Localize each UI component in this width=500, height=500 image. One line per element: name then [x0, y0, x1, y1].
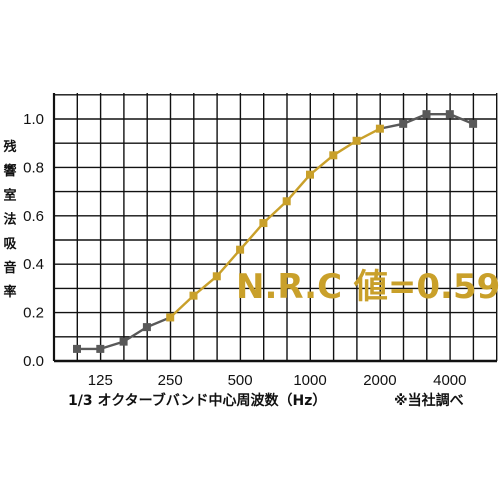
data-point — [236, 245, 245, 254]
data-point — [282, 197, 291, 206]
data-point — [306, 170, 314, 179]
series-lines — [77, 112, 474, 351]
data-point — [422, 110, 431, 119]
y-tick-label: 0.2 — [23, 305, 44, 322]
series-segment — [285, 173, 311, 203]
x-tick-label: 125 — [88, 372, 113, 389]
source-note: ※当社調べ — [394, 392, 464, 409]
data-point — [189, 291, 198, 300]
x-axis-label: 1/3 オクターブバンド中心周波数（Hz） — [68, 392, 326, 409]
y-tick-label: 0.0 — [23, 353, 44, 370]
nrc-annotation: N.R.C 値=0.59 — [236, 267, 500, 307]
data-point — [375, 124, 384, 133]
x-tick-label: 2000 — [363, 372, 396, 389]
y-tick-label: 0.8 — [23, 159, 44, 176]
y-axis-label-char: 吸 — [3, 237, 17, 252]
data-point — [469, 119, 478, 128]
x-tick-label: 500 — [228, 372, 253, 389]
y-axis-label-char: 法 — [3, 212, 16, 228]
x-tick-label: 1000 — [293, 372, 326, 389]
y-tick-label: 1.0 — [23, 111, 44, 128]
series-points — [73, 110, 478, 353]
data-point — [212, 272, 221, 281]
data-point — [96, 344, 105, 353]
y-axis-label-char: 残 — [3, 139, 16, 155]
series-segment — [215, 248, 242, 278]
data-point — [352, 136, 361, 145]
data-point — [329, 151, 338, 160]
data-point — [166, 313, 175, 322]
y-axis-label-char: 音 — [3, 260, 16, 276]
data-point — [445, 110, 454, 119]
data-point — [73, 344, 81, 353]
series-segment — [239, 222, 265, 251]
grid-lines — [52, 93, 498, 363]
data-point — [259, 219, 268, 228]
x-tick-labels: 125 250 500 1000 2000 4000 — [88, 372, 467, 389]
y-axis-label-char: 響 — [3, 163, 16, 179]
x-tick-label: 250 — [158, 372, 183, 389]
data-point — [399, 119, 408, 128]
y-axis-label-char: 率 — [3, 284, 16, 300]
y-axis-label-char: 室 — [3, 187, 16, 203]
x-tick-label: 4000 — [433, 372, 466, 389]
y-tick-labels: 0.0 0.2 0.4 0.6 0.8 1.0 — [23, 111, 44, 370]
y-tick-label: 0.4 — [23, 256, 44, 273]
data-point — [142, 323, 151, 332]
data-point — [119, 337, 128, 346]
y-tick-label: 0.6 — [23, 208, 44, 225]
